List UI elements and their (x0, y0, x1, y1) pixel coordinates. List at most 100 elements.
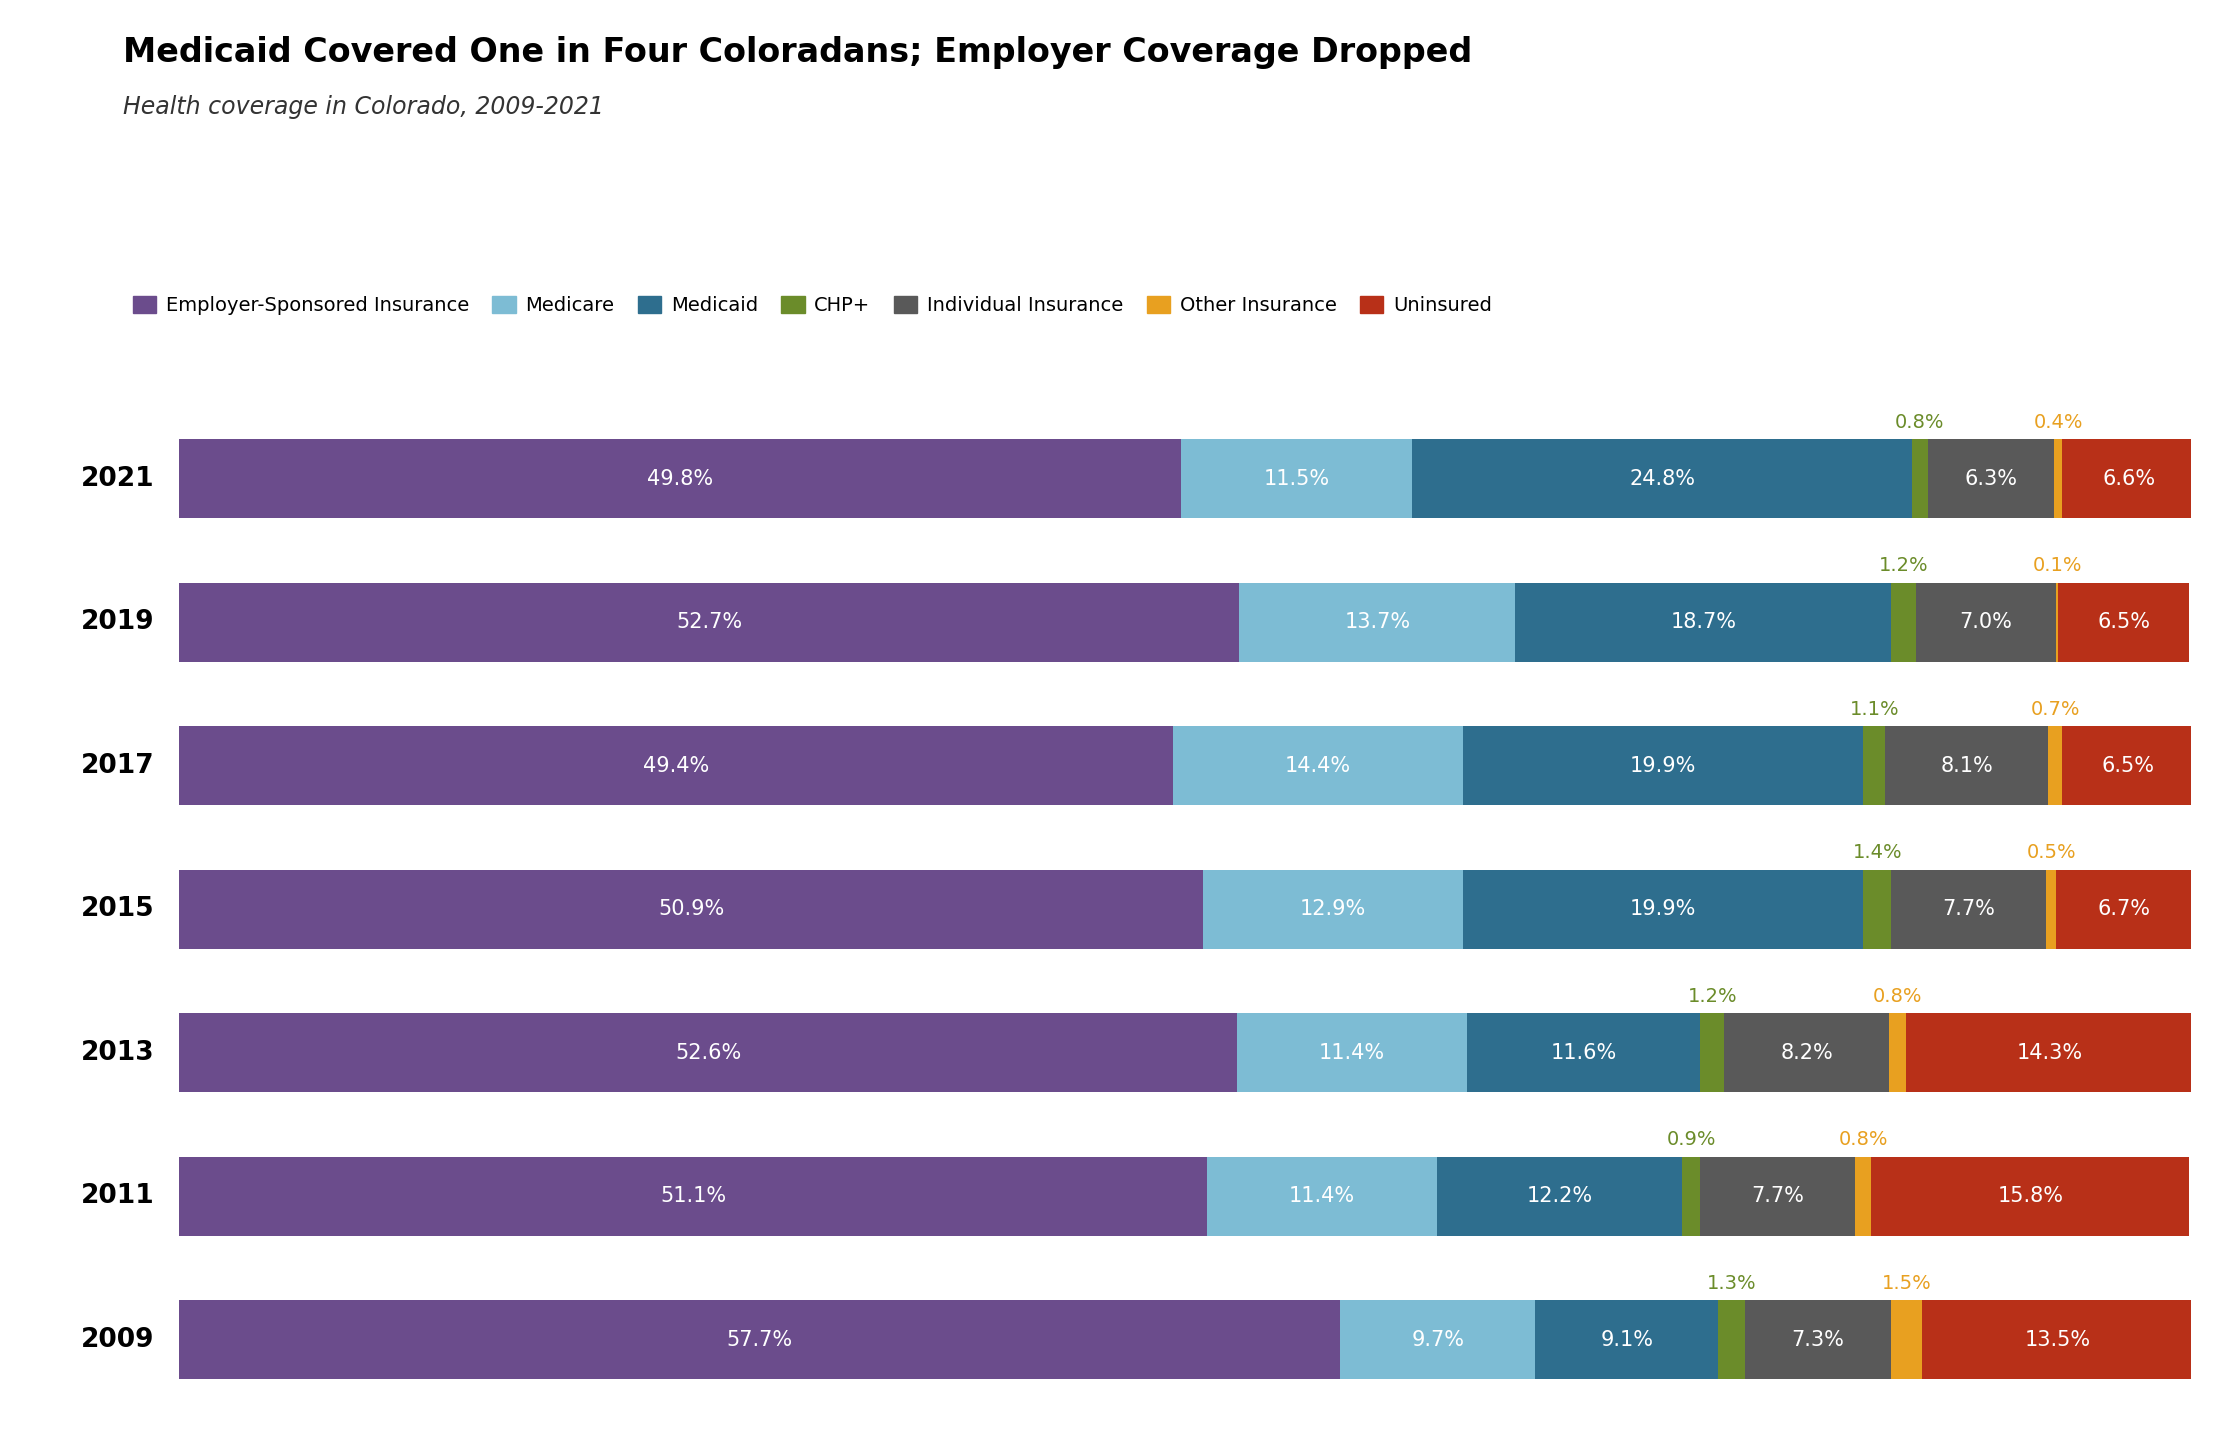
Bar (1717, 1301, 1744, 1379)
Bar (1892, 870, 2046, 949)
Bar (1207, 1157, 1436, 1235)
Text: 8.1%: 8.1% (1941, 755, 1992, 776)
Text: 11.6%: 11.6% (1550, 1043, 1617, 1062)
Text: 11.4%: 11.4% (1319, 1043, 1384, 1062)
Text: 0.1%: 0.1% (2033, 556, 2082, 575)
Legend: Employer-Sponsored Insurance, Medicare, Medicaid, CHP+, Individual Insurance, Ot: Employer-Sponsored Insurance, Medicare, … (132, 295, 1491, 316)
Text: 7.7%: 7.7% (1751, 1186, 1804, 1206)
Text: Health coverage in Colorado, 2009-2021: Health coverage in Colorado, 2009-2021 (123, 95, 604, 118)
Text: 49.8%: 49.8% (646, 469, 713, 489)
Bar (2059, 582, 2189, 662)
Bar (1699, 1157, 1856, 1235)
Text: 8.2%: 8.2% (1780, 1043, 1834, 1062)
Text: 6.5%: 6.5% (2102, 755, 2156, 776)
Text: 1.2%: 1.2% (1878, 556, 1927, 575)
Bar (179, 1157, 1207, 1235)
Text: 11.4%: 11.4% (1288, 1186, 1355, 1206)
Bar (1863, 870, 1892, 949)
Text: 2021: 2021 (80, 466, 154, 492)
Bar (1892, 1301, 1921, 1379)
Text: 1.1%: 1.1% (1849, 700, 1898, 719)
Text: 12.9%: 12.9% (1299, 899, 1366, 920)
Text: 0.5%: 0.5% (2026, 844, 2077, 863)
Bar (179, 1301, 1339, 1379)
Bar (2046, 870, 2057, 949)
Bar (1174, 726, 1462, 805)
Bar (179, 726, 1174, 805)
Text: 2011: 2011 (80, 1183, 154, 1209)
Text: 7.3%: 7.3% (1791, 1330, 1845, 1350)
Text: 13.5%: 13.5% (2024, 1330, 2091, 1350)
Bar (1889, 1013, 1905, 1093)
Text: 6.7%: 6.7% (2097, 899, 2151, 920)
Bar (1916, 582, 2057, 662)
Text: 6.6%: 6.6% (2102, 469, 2156, 489)
Text: Medicaid Covered One in Four Coloradans; Employer Coverage Dropped: Medicaid Covered One in Four Coloradans;… (123, 36, 1471, 70)
Bar (1892, 582, 1916, 662)
Bar (179, 870, 1203, 949)
Bar (1462, 726, 1863, 805)
Text: 19.9%: 19.9% (1630, 899, 1697, 920)
Text: 0.7%: 0.7% (2030, 700, 2079, 719)
Text: 2015: 2015 (80, 896, 154, 922)
Bar (1413, 439, 1912, 518)
Text: 14.3%: 14.3% (2017, 1043, 2082, 1062)
Bar (1699, 1013, 1724, 1093)
Bar (2048, 726, 2062, 805)
Bar (1885, 726, 2048, 805)
Bar (1905, 1013, 2194, 1093)
Bar (2062, 439, 2196, 518)
Text: 19.9%: 19.9% (1630, 755, 1697, 776)
Text: 2019: 2019 (80, 610, 154, 634)
Text: 18.7%: 18.7% (1670, 613, 1737, 631)
Bar (1724, 1013, 1889, 1093)
Bar (179, 1013, 1237, 1093)
Text: 57.7%: 57.7% (727, 1330, 792, 1350)
Text: 7.0%: 7.0% (1959, 613, 2012, 631)
Bar (1239, 582, 1516, 662)
Text: 1.2%: 1.2% (1688, 986, 1737, 1005)
Bar (1339, 1301, 1536, 1379)
Text: 1.5%: 1.5% (1883, 1275, 1932, 1293)
Text: 15.8%: 15.8% (1997, 1186, 2064, 1206)
Text: 9.1%: 9.1% (1601, 1330, 1652, 1350)
Text: 12.2%: 12.2% (1527, 1186, 1592, 1206)
Text: 50.9%: 50.9% (657, 899, 724, 920)
Bar (2057, 870, 2191, 949)
Bar (1203, 870, 1462, 949)
Bar (179, 582, 1239, 662)
Bar (1921, 1301, 2194, 1379)
Text: 52.6%: 52.6% (675, 1043, 742, 1062)
Bar (1462, 870, 1863, 949)
Bar (1436, 1157, 1681, 1235)
Bar (1863, 726, 1885, 805)
Text: 1.4%: 1.4% (1854, 844, 1903, 863)
Text: 14.4%: 14.4% (1286, 755, 1351, 776)
Text: 6.3%: 6.3% (1965, 469, 2017, 489)
Text: 0.4%: 0.4% (2035, 413, 2084, 432)
Bar (1744, 1301, 1892, 1379)
Text: 13.7%: 13.7% (1344, 613, 1411, 631)
Text: 11.5%: 11.5% (1263, 469, 1330, 489)
Text: 0.8%: 0.8% (1894, 413, 1945, 432)
Bar (2062, 726, 2194, 805)
Bar (1681, 1157, 1699, 1235)
Text: 7.7%: 7.7% (1943, 899, 1995, 920)
Text: 49.4%: 49.4% (642, 755, 709, 776)
Text: 2013: 2013 (80, 1039, 154, 1065)
Bar (1467, 1013, 1699, 1093)
Text: 6.5%: 6.5% (2097, 613, 2151, 631)
Text: 2009: 2009 (80, 1327, 154, 1353)
Text: 9.7%: 9.7% (1411, 1330, 1465, 1350)
Text: 0.8%: 0.8% (1838, 1131, 1887, 1149)
Bar (1536, 1301, 1717, 1379)
Text: 2017: 2017 (80, 752, 154, 778)
Bar (179, 439, 1181, 518)
Bar (1856, 1157, 1872, 1235)
Bar (1927, 439, 2055, 518)
Bar (1912, 439, 1927, 518)
Text: 52.7%: 52.7% (675, 613, 742, 631)
Bar (1237, 1013, 1467, 1093)
Text: 1.3%: 1.3% (1706, 1275, 1755, 1293)
Bar (1516, 582, 1892, 662)
